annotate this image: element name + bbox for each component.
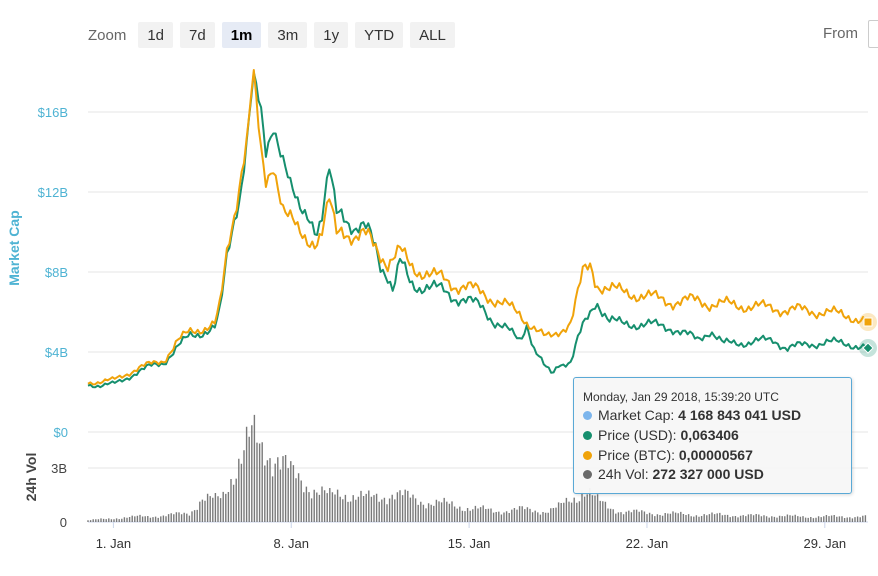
x-tick-label: 15. Jan: [448, 536, 491, 551]
volume-tick-label: 0: [60, 515, 67, 530]
hover-markers: [859, 313, 877, 357]
price-btc-marker: [863, 317, 873, 327]
volume-bars: [87, 414, 867, 522]
price-usd-marker: [862, 342, 874, 354]
tooltip-dot-price-usd: [583, 430, 592, 440]
x-tick-label: 29. Jan: [803, 536, 846, 551]
x-tick-label: 1. Jan: [96, 536, 131, 551]
y-tick-label: $12B: [38, 185, 68, 200]
volume-tick-label: 3B: [51, 461, 67, 476]
volume-axis-title: 24h Vol: [23, 453, 39, 502]
tooltip-label-price-usd: Price (USD):: [598, 427, 677, 443]
tooltip-row-price-btc: Price (BTC): 0,00000567: [583, 447, 753, 463]
tooltip-label-market-cap: Market Cap:: [598, 407, 675, 423]
tooltip-dot-market-cap: [583, 410, 592, 420]
tooltip-label-price-btc: Price (BTC):: [598, 447, 675, 463]
tooltip-dot-price-btc: [583, 450, 592, 460]
zoom-button-1y[interactable]: 1y: [314, 22, 349, 48]
tooltip-dot-volume: [583, 469, 592, 479]
zoom-button-3m[interactable]: 3m: [268, 22, 308, 48]
range-from-label: From: [823, 25, 858, 42]
y-tick-label: $4B: [45, 345, 68, 360]
y-tick-label: $0: [54, 425, 68, 440]
tooltip-row-volume: 24h Vol: 272 327 000 USD: [583, 466, 764, 482]
tooltip-date: Monday, Jan 29 2018, 15:39:20 UTC: [583, 390, 779, 404]
price-btc-line: [87, 69, 869, 386]
price-usd-line: [87, 71, 869, 389]
zoom-label: Zoom: [88, 26, 127, 44]
x-tick-label: 8. Jan: [274, 536, 309, 551]
y-axis-title: Market Cap: [6, 210, 22, 285]
tooltip-row-price-usd: Price (USD): 0,063406: [583, 427, 739, 443]
price-lines: [87, 69, 869, 389]
tooltip-value-price-usd: 0,063406: [680, 427, 739, 443]
chart-tooltip: Monday, Jan 29 2018, 15:39:20 UTC Market…: [573, 377, 852, 494]
tooltip-value-price-btc: 0,00000567: [678, 447, 753, 463]
y-tick-label: $16B: [38, 105, 68, 120]
zoom-button-1d[interactable]: 1d: [138, 22, 174, 48]
chart-axes: $0 $4B $8B $12B $16B Market Cap 24h Vol 0 3B 1. J…: [6, 105, 846, 551]
tooltip-value-market-cap: 4 168 843 041 USD: [678, 407, 802, 423]
tooltip-row-market-cap: Market Cap: 4 168 843 041 USD: [583, 407, 801, 423]
volume-chart: [87, 414, 867, 522]
zoom-button-1m[interactable]: 1m: [221, 22, 262, 48]
tooltip-value-volume: 272 327 000 USD: [652, 466, 764, 482]
tooltip-label-volume: 24h Vol:: [598, 466, 649, 482]
y-tick-label: $8B: [45, 265, 68, 280]
range-from-input[interactable]: [868, 20, 878, 48]
zoom-button-ytd[interactable]: YTD: [355, 22, 404, 48]
zoom-button-all[interactable]: ALL: [410, 22, 455, 48]
zoom-bar: Zoom 1d 7d 1m 3m 1y YTD ALL: [88, 22, 455, 48]
zoom-button-7d[interactable]: 7d: [180, 22, 215, 48]
x-tick-label: 22. Jan: [626, 536, 669, 551]
